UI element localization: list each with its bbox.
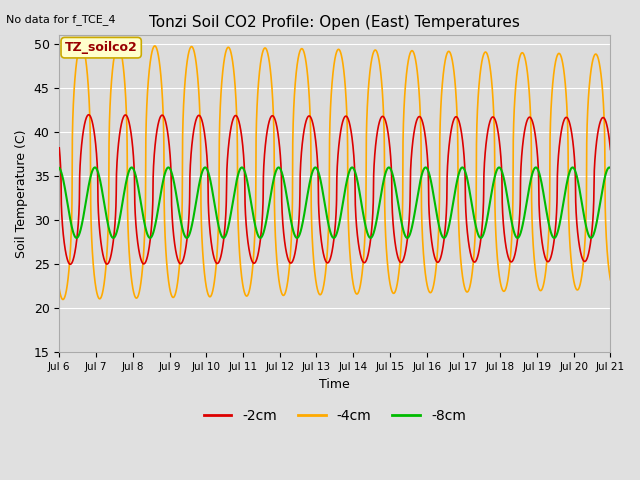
Text: TZ_soilco2: TZ_soilco2 xyxy=(65,41,138,54)
Legend: -2cm, -4cm, -8cm: -2cm, -4cm, -8cm xyxy=(198,404,472,429)
Y-axis label: Soil Temperature (C): Soil Temperature (C) xyxy=(15,130,28,258)
Title: Tonzi Soil CO2 Profile: Open (East) Temperatures: Tonzi Soil CO2 Profile: Open (East) Temp… xyxy=(149,15,520,30)
X-axis label: Time: Time xyxy=(319,378,350,391)
Text: No data for f_TCE_4: No data for f_TCE_4 xyxy=(6,14,116,25)
